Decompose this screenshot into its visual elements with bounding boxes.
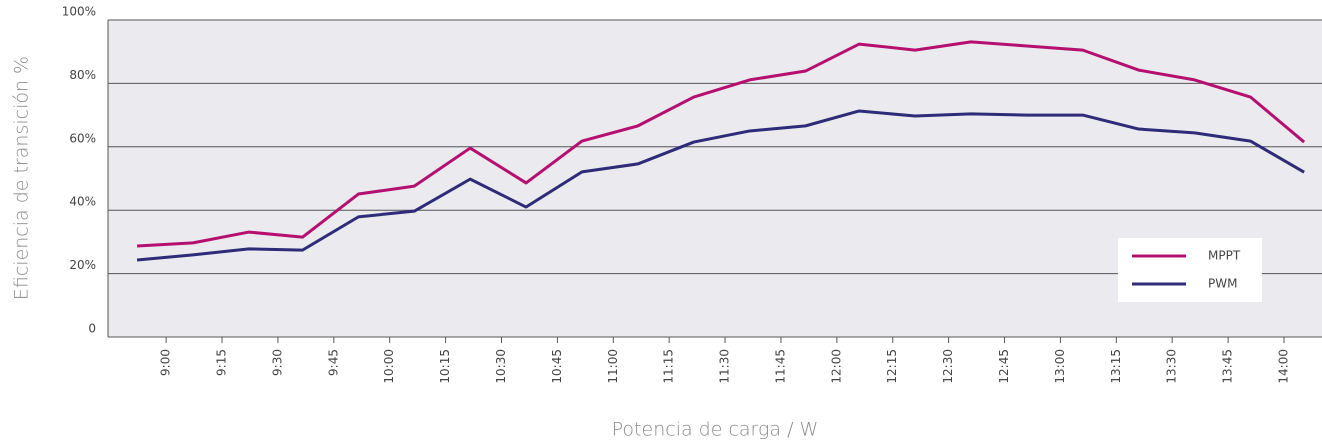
- x-tick-label: 10:30: [494, 349, 508, 384]
- x-tick-label: 13:45: [1221, 349, 1235, 384]
- x-tick-label: 13:15: [1109, 349, 1123, 384]
- y-tick-label: 20%: [69, 258, 96, 272]
- line-series: [136, 109, 1305, 262]
- y-tick-label: 60%: [69, 131, 96, 145]
- x-tick-label: 9:00: [159, 349, 173, 376]
- y-tick-label: 0: [88, 322, 96, 336]
- line-series: [136, 40, 1306, 248]
- x-tick-label: 12:45: [997, 349, 1011, 384]
- x-tick-label: 11:45: [773, 349, 787, 384]
- x-tick-label: 11:15: [662, 349, 676, 384]
- x-tick-label: 14:00: [1276, 349, 1290, 384]
- x-tick-label: 12:15: [885, 349, 899, 384]
- y-tick-label: 100%: [62, 5, 96, 19]
- legend-box: [1118, 238, 1262, 302]
- y-tick-label: 40%: [69, 195, 96, 209]
- x-tick-label: 13:30: [1165, 349, 1179, 384]
- y-tick-label: 80%: [69, 68, 96, 82]
- x-tick-label: 11:00: [606, 349, 620, 384]
- x-tick-label: 9:45: [326, 349, 340, 376]
- x-tick-label: 13:00: [1053, 349, 1067, 384]
- x-tick-label: 9:30: [270, 349, 284, 376]
- x-tick-label: 10:00: [382, 349, 396, 384]
- legend-label: PWM: [1208, 277, 1237, 291]
- legend-label: MPPT: [1208, 249, 1241, 263]
- x-tick-label: 12:00: [829, 349, 843, 384]
- y-axis-title: Eficiencia de transición %: [11, 56, 33, 300]
- x-axis-title: Potencia de carga / W: [612, 419, 819, 441]
- x-tick-label: 11:30: [718, 349, 732, 384]
- x-tick-label: 12:30: [941, 349, 955, 384]
- x-tick-label: 10:45: [550, 349, 564, 384]
- x-tick-label: 9:15: [215, 349, 229, 376]
- x-tick-label: 10:15: [438, 349, 452, 384]
